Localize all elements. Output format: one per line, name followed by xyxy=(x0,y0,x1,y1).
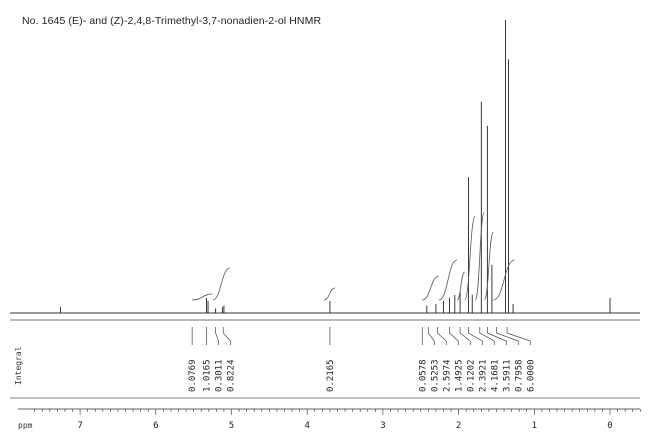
integral-leader xyxy=(479,327,495,345)
integral-value: 2.5974 xyxy=(442,359,452,392)
integral-value: 0.0769 xyxy=(188,359,198,392)
integral-value: 0.5253 xyxy=(430,359,440,392)
integral-curve xyxy=(464,215,476,301)
integral-value: 0.3011 xyxy=(215,359,225,392)
integral-value: 3.5911 xyxy=(502,359,512,392)
integral-curve xyxy=(474,211,485,301)
integral-leader xyxy=(449,327,459,345)
axis-unit-label: ppm xyxy=(18,421,33,430)
integral-curve xyxy=(422,275,440,301)
integral-value: 1.4925 xyxy=(454,359,464,392)
integral-value: 0.8224 xyxy=(227,359,237,392)
integral-labels: Integral 0.0769 1.0165 0.3011 0.8224 0.2165 0.… xyxy=(14,327,536,392)
integral-curve xyxy=(493,259,515,301)
ppm-axis: 7 6 5 4 3 2 1 0 ppm xyxy=(10,397,641,431)
axis-tick-label: 4 xyxy=(304,421,309,431)
integral-value: 2.3921 xyxy=(478,359,488,392)
integral-value: 1.0165 xyxy=(203,359,213,392)
integral-leader xyxy=(427,327,435,345)
integral-curve xyxy=(438,259,458,301)
spectrum-peaks xyxy=(59,20,611,313)
integral-axis-label: Integral xyxy=(14,346,23,385)
integral-leader xyxy=(222,327,231,345)
integral-value: 6.0000 xyxy=(526,359,536,392)
axis-tick-label: 7 xyxy=(77,421,82,431)
integral-leader xyxy=(496,327,519,345)
integral-curve xyxy=(323,287,336,301)
integral-leader xyxy=(468,327,483,345)
integral-leader xyxy=(459,327,471,345)
integral-leader xyxy=(215,327,219,345)
axis-tick-label: 3 xyxy=(380,421,385,431)
integral-value: 0.0578 xyxy=(418,359,428,392)
axis-tick-label: 2 xyxy=(456,421,461,431)
chart-title: No. 1645 (E)- and (Z)-2,4,8-Trimethyl-3,… xyxy=(22,15,322,27)
integral-leader xyxy=(437,327,447,345)
integral-curve xyxy=(192,293,213,301)
axis-tick-label: 5 xyxy=(229,421,234,431)
integral-leader xyxy=(506,327,531,345)
integral-leader xyxy=(487,327,507,345)
integral-curve xyxy=(212,267,231,301)
integral-value: 0.1202 xyxy=(466,359,476,392)
integral-curve xyxy=(456,271,466,301)
axis-tick-label: 6 xyxy=(153,421,158,431)
axis-tick-label: 0 xyxy=(607,421,612,431)
integral-value: 0.7958 xyxy=(514,359,524,392)
integral-value: 0.2165 xyxy=(326,359,336,392)
axis-tick-label: 1 xyxy=(532,421,537,431)
chart-frame xyxy=(10,312,640,321)
integral-curve xyxy=(483,231,494,301)
integral-curves xyxy=(192,211,515,301)
integral-value: 4.1681 xyxy=(490,359,500,392)
